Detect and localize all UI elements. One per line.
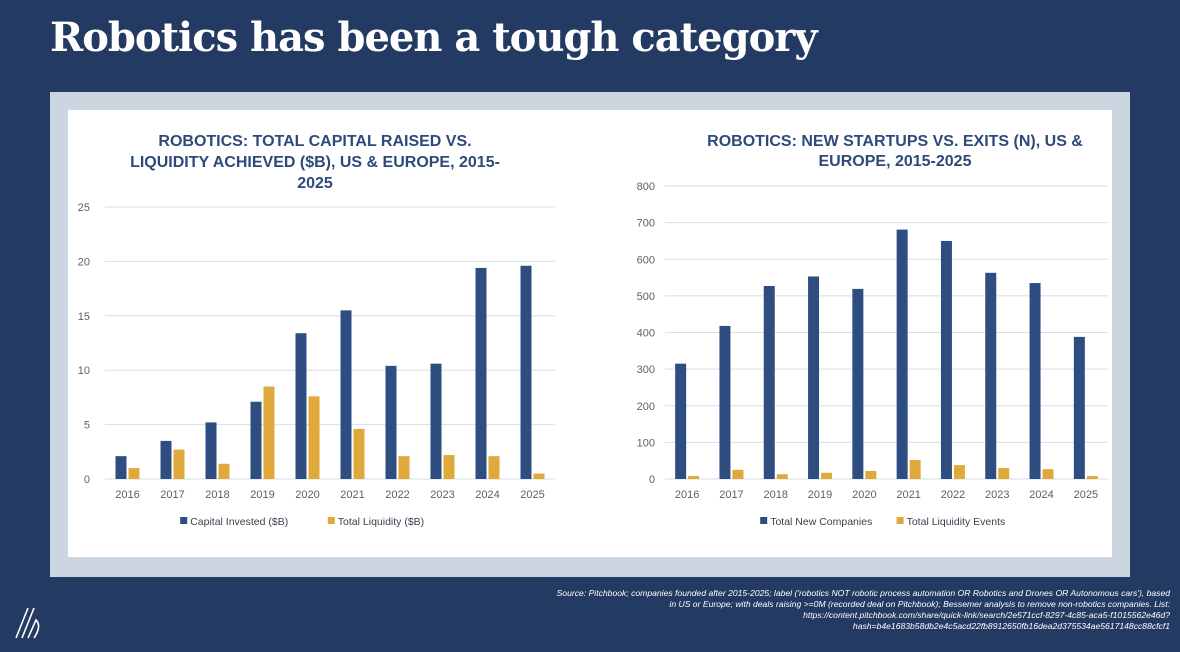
y-tick-label: 5 [84,420,90,432]
bar-total-new-companies [719,325,731,479]
bar-total-liquidity-events [776,474,788,479]
bar-total-new-companies [1029,283,1041,479]
x-tick-label: 2022 [941,489,965,501]
bar-total-liquidity-b- [173,449,185,479]
y-tick-label: 25 [78,202,90,214]
source-note: Source: Pitchbook; companies founded aft… [556,588,1170,631]
legend-swatch [760,517,768,524]
bar-total-liquidity-b- [533,473,545,479]
bar-capital-invested-b- [475,267,487,479]
bar-capital-invested-b- [520,265,532,479]
bar-total-liquidity-events [688,476,700,479]
x-tick-label: 2018 [764,489,788,501]
bar-capital-invested-b- [385,365,397,479]
bar-total-liquidity-events [998,468,1010,479]
x-tick-label: 2019 [808,489,832,501]
bar-total-liquidity-b- [263,386,275,479]
x-tick-label: 2025 [520,489,544,501]
x-tick-label: 2022 [385,489,409,501]
x-tick-label: 2023 [985,489,1009,501]
bar-total-liquidity-events [1042,469,1054,479]
bar-total-new-companies [940,240,952,479]
bar-total-new-companies [896,229,908,479]
chart-panel [68,110,1112,557]
bar-total-liquidity-b- [218,463,230,479]
x-tick-label: 2023 [430,489,454,501]
bar-capital-invested-b- [115,456,127,479]
x-tick-label: 2017 [719,489,743,501]
y-tick-label: 500 [637,291,655,303]
bar-capital-invested-b- [295,333,307,479]
bar-total-new-companies [808,276,820,479]
x-tick-label: 2020 [852,489,876,501]
y-tick-label: 800 [637,181,655,193]
bar-total-new-companies [985,272,997,479]
bessemer-logo-icon [14,606,42,645]
legend-swatch [180,517,188,524]
bar-total-new-companies [675,363,687,479]
chart-title: 2025 [297,175,333,192]
bar-total-liquidity-events [953,465,965,479]
x-tick-label: 2024 [475,489,499,501]
bar-total-liquidity-b- [398,456,410,479]
y-tick-label: 600 [637,254,655,266]
legend-swatch [896,517,904,524]
y-tick-label: 700 [637,218,655,230]
bar-total-new-companies [1073,336,1085,479]
y-tick-label: 400 [637,328,655,340]
bar-total-new-companies [852,288,864,479]
bar-total-liquidity-b- [353,428,365,479]
bar-total-liquidity-events [865,470,877,479]
bar-total-liquidity-events [732,469,744,479]
legend-label: Total Liquidity ($B) [338,516,424,528]
x-tick-label: 2016 [115,489,139,501]
x-tick-label: 2025 [1074,489,1098,501]
bar-capital-invested-b- [340,310,352,479]
x-tick-label: 2021 [340,489,364,501]
bar-total-liquidity-b- [128,468,140,479]
bar-capital-invested-b- [250,401,262,479]
page-title: Robotics has been a tough category [50,14,818,61]
y-tick-label: 100 [637,437,655,449]
bar-total-liquidity-b- [443,455,455,479]
legend-label: Total Liquidity Events [907,516,1006,528]
y-tick-label: 15 [78,311,90,323]
x-tick-label: 2016 [675,489,699,501]
legend-label: Total New Companies [770,516,872,528]
chart-title: EUROPE, 2015-2025 [819,153,972,170]
x-tick-label: 2024 [1029,489,1053,501]
chart-title: ROBOTICS: NEW STARTUPS VS. EXITS (N), US… [707,133,1083,150]
y-tick-label: 0 [649,474,655,486]
y-tick-label: 200 [637,401,655,413]
bar-total-liquidity-b- [308,396,320,479]
bar-total-new-companies [763,285,775,479]
bar-capital-invested-b- [205,422,217,479]
y-tick-label: 10 [78,365,90,377]
x-tick-label: 2018 [205,489,229,501]
bar-total-liquidity-b- [488,456,500,479]
x-tick-label: 2021 [896,489,920,501]
y-tick-label: 300 [637,364,655,376]
x-tick-label: 2020 [295,489,319,501]
bar-total-liquidity-events [909,459,921,479]
legend-label: Capital Invested ($B) [190,516,288,528]
bar-total-liquidity-events [1086,476,1098,479]
bar-capital-invested-b- [160,440,172,479]
x-tick-label: 2019 [250,489,274,501]
bar-total-liquidity-events [821,472,833,479]
legend-swatch [327,517,335,524]
chart-title: ROBOTICS: TOTAL CAPITAL RAISED VS. [158,133,471,150]
bar-capital-invested-b- [430,363,442,479]
chart-title: LIQUIDITY ACHIEVED ($B), US & EUROPE, 20… [130,154,500,171]
y-tick-label: 0 [84,474,90,486]
y-tick-label: 20 [78,256,90,268]
x-tick-label: 2017 [160,489,184,501]
